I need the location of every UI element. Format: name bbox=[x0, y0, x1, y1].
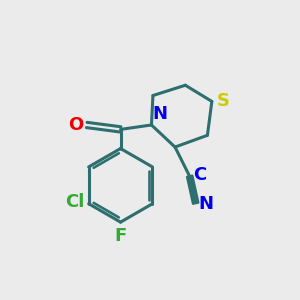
Text: Cl: Cl bbox=[65, 193, 84, 211]
Text: F: F bbox=[114, 227, 127, 245]
Text: N: N bbox=[152, 106, 167, 124]
Text: C: C bbox=[193, 166, 206, 184]
Text: N: N bbox=[199, 196, 214, 214]
Text: S: S bbox=[216, 92, 229, 110]
Text: O: O bbox=[68, 116, 83, 134]
